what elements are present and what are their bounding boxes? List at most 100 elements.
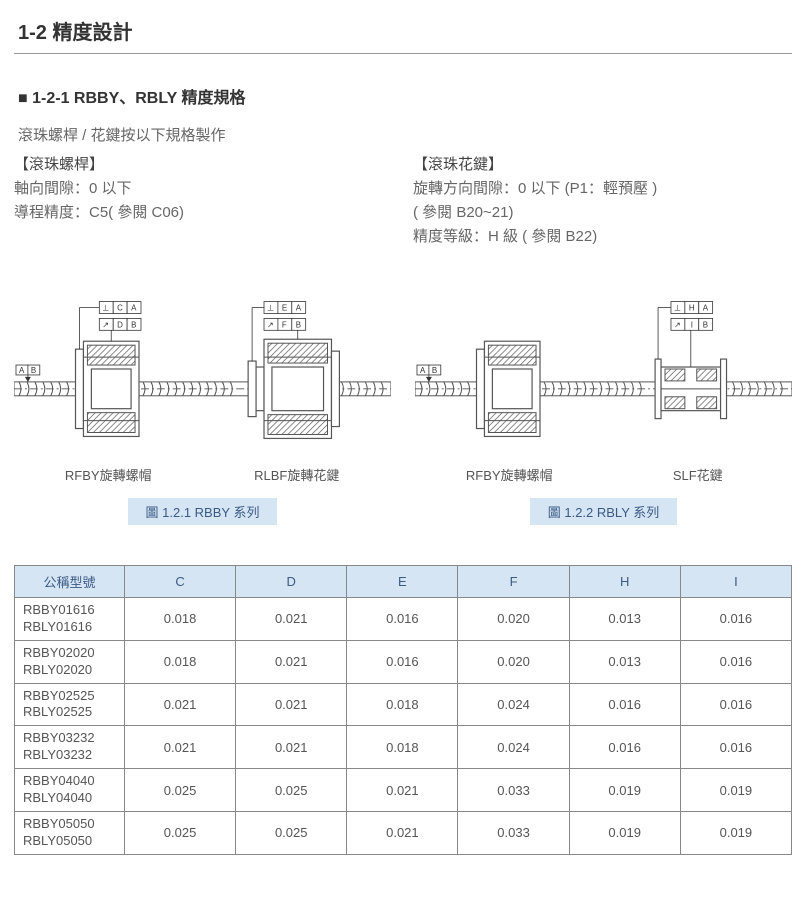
model-cell: RBBY05050 RBLY05050	[15, 811, 125, 854]
svg-text:I: I	[691, 320, 693, 329]
value-cell: 0.016	[347, 640, 458, 683]
svg-text:H: H	[689, 303, 695, 312]
model-cell: RBBY03232 RBLY03232	[15, 726, 125, 769]
value-cell: 0.025	[125, 769, 236, 812]
model-cell: RBBY04040 RBLY04040	[15, 769, 125, 812]
table-header: I	[680, 566, 791, 598]
spec-left: 【滾珠螺桿】 軸向間隙：0 以下 導程精度：C5( 參閱 C06)	[14, 153, 393, 249]
table-header: 公稱型號	[15, 566, 125, 598]
value-cell: 0.020	[458, 598, 569, 641]
spline-right	[655, 359, 726, 419]
table-header: F	[458, 566, 569, 598]
fig2-part1: RFBY旋轉螺帽	[415, 465, 604, 484]
table-body: RBBY01616 RBLY016160.0180.0210.0160.0200…	[15, 598, 792, 855]
table-header: D	[236, 566, 347, 598]
nut-left	[76, 341, 139, 436]
svg-text:A: A	[703, 303, 709, 312]
value-cell: 0.016	[347, 598, 458, 641]
value-cell: 0.013	[569, 640, 680, 683]
value-cell: 0.021	[236, 683, 347, 726]
model-cell: RBBY02020 RBLY02020	[15, 640, 125, 683]
fig2-part2: SLF花鍵	[604, 465, 793, 484]
shaft-datums: A B	[16, 365, 40, 382]
value-cell: 0.025	[236, 811, 347, 854]
value-cell: 0.018	[125, 598, 236, 641]
svg-text:↗: ↗	[674, 320, 681, 329]
value-cell: 0.021	[125, 726, 236, 769]
section-title: ■ 1-2-1 RBBY、RBLY 精度規格	[18, 84, 792, 108]
svg-text:↗: ↗	[102, 320, 109, 329]
spec-right-l3: 精度等級：H 級 ( 參閱 B22)	[413, 225, 792, 249]
figure-1: A B ⊥ C A	[14, 279, 391, 525]
table-header: C	[125, 566, 236, 598]
svg-text:B: B	[31, 366, 36, 375]
svg-text:B: B	[432, 366, 437, 375]
value-cell: 0.013	[569, 598, 680, 641]
svg-text:A: A	[131, 303, 137, 312]
value-cell: 0.019	[569, 769, 680, 812]
table-row: RBBY03232 RBLY032320.0210.0210.0180.0240…	[15, 726, 792, 769]
table-header: E	[347, 566, 458, 598]
figures-row: A B ⊥ C A	[14, 279, 792, 525]
fig1-caption: 圖 1.2.1 RBBY 系列	[128, 498, 278, 525]
fig2-caption: 圖 1.2.2 RBLY 系列	[530, 498, 678, 525]
svg-text:↗: ↗	[267, 320, 274, 329]
fig1-part2: RLBF旋轉花鍵	[203, 465, 392, 484]
value-cell: 0.018	[347, 726, 458, 769]
table-row: RBBY02525 RBLY025250.0210.0210.0180.0240…	[15, 683, 792, 726]
table-row: RBBY02020 RBLY020200.0180.0210.0160.0200…	[15, 640, 792, 683]
value-cell: 0.021	[236, 726, 347, 769]
intro-text: 滾珠螺桿 / 花鍵按以下規格製作	[18, 124, 792, 145]
spec-right: 【滾珠花鍵】 旋轉方向間隙：0 以下 (P1：輕預壓 ) ( 參閱 B20~21…	[413, 153, 792, 249]
nut-right	[248, 339, 339, 438]
value-cell: 0.021	[347, 769, 458, 812]
value-cell: 0.016	[680, 726, 791, 769]
diagram-rbby: A B ⊥ C A	[14, 279, 391, 459]
svg-text:F: F	[282, 320, 287, 329]
spec-left-l2: 導程精度：C5( 參閱 C06)	[14, 201, 393, 225]
table-header-row: 公稱型號CDEFHI	[15, 566, 792, 598]
value-cell: 0.016	[569, 683, 680, 726]
shaft-datums-2: A B	[417, 365, 441, 382]
value-cell: 0.016	[680, 598, 791, 641]
table-row: RBBY05050 RBLY050500.0250.0250.0210.0330…	[15, 811, 792, 854]
value-cell: 0.018	[347, 683, 458, 726]
value-cell: 0.016	[680, 640, 791, 683]
value-cell: 0.019	[569, 811, 680, 854]
diagram-rbly: A B ⊥ H A	[415, 279, 792, 459]
svg-text:B: B	[296, 320, 301, 329]
value-cell: 0.019	[680, 811, 791, 854]
spec-right-l2: ( 參閱 B20~21)	[413, 201, 792, 225]
nut-left-2	[477, 341, 540, 436]
svg-text:B: B	[703, 320, 708, 329]
table-header: H	[569, 566, 680, 598]
spec-right-l1: 旋轉方向間隙：0 以下 (P1：輕預壓 )	[413, 177, 792, 201]
value-cell: 0.020	[458, 640, 569, 683]
value-cell: 0.025	[236, 769, 347, 812]
svg-text:⊥: ⊥	[674, 303, 681, 312]
spec-columns: 【滾珠螺桿】 軸向間隙：0 以下 導程精度：C5( 參閱 C06) 【滾珠花鍵】…	[14, 153, 792, 249]
svg-text:A: A	[19, 366, 25, 375]
callout-r-bot-2: ↗ I B	[671, 318, 713, 367]
svg-text:D: D	[117, 320, 123, 329]
figure-2: A B ⊥ H A	[415, 279, 792, 525]
value-cell: 0.016	[569, 726, 680, 769]
value-cell: 0.021	[347, 811, 458, 854]
model-cell: RBBY01616 RBLY01616	[15, 598, 125, 641]
value-cell: 0.024	[458, 726, 569, 769]
table-row: RBBY04040 RBLY040400.0250.0250.0210.0330…	[15, 769, 792, 812]
value-cell: 0.021	[236, 598, 347, 641]
svg-text:A: A	[420, 366, 426, 375]
svg-text:C: C	[117, 303, 123, 312]
svg-text:B: B	[131, 320, 136, 329]
value-cell: 0.016	[680, 683, 791, 726]
svg-text:E: E	[282, 303, 287, 312]
model-cell: RBBY02525 RBLY02525	[15, 683, 125, 726]
value-cell: 0.033	[458, 769, 569, 812]
value-cell: 0.025	[125, 811, 236, 854]
value-cell: 0.021	[236, 640, 347, 683]
svg-text:⊥: ⊥	[102, 303, 109, 312]
value-cell: 0.019	[680, 769, 791, 812]
svg-text:⊥: ⊥	[267, 303, 274, 312]
value-cell: 0.024	[458, 683, 569, 726]
